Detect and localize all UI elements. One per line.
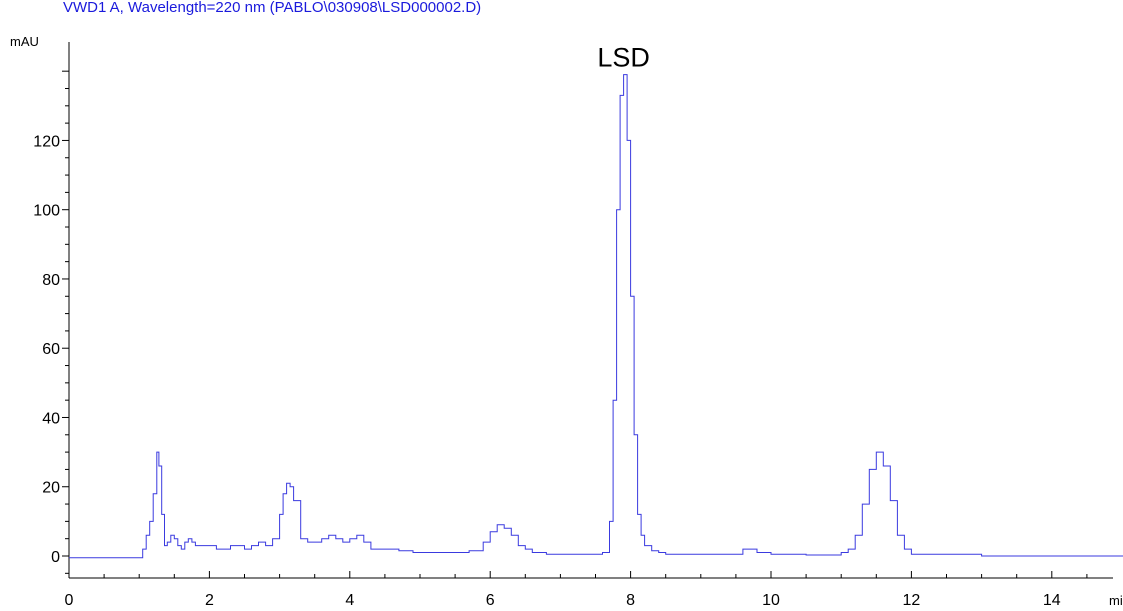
chart-axes xyxy=(68,42,1113,579)
y-tick-label: 80 xyxy=(42,272,60,289)
plot-area xyxy=(69,74,1123,559)
x-tick-label: 10 xyxy=(762,592,780,609)
y-axis-unit-label: mAU xyxy=(10,34,39,49)
x-tick-label: 4 xyxy=(345,592,354,609)
x-tick-label: 12 xyxy=(903,592,921,609)
y-tick-label: 120 xyxy=(33,133,60,150)
x-tick-label: 0 xyxy=(65,592,74,609)
x-tick-label: 14 xyxy=(1043,592,1061,609)
chart-title: VWD1 A, Wavelength=220 nm (PABLO\030908\… xyxy=(63,0,481,16)
y-tick-label: 60 xyxy=(42,341,60,358)
y-tick-label: 40 xyxy=(42,410,60,427)
x-tick-label: 8 xyxy=(626,592,635,609)
x-axis-unit-label: min xyxy=(1109,593,1123,608)
y-tick-label: 0 xyxy=(51,549,60,566)
x-tick-label: 2 xyxy=(205,592,214,609)
y-tick-label: 20 xyxy=(42,480,60,497)
peak-annotation-label: LSD xyxy=(597,43,650,73)
tick-marks xyxy=(62,70,1088,578)
tick-labels: 0 20 40 60 80 100 120 0 2 4 6 8 10 12 14 xyxy=(33,133,1061,609)
x-tick-label: 6 xyxy=(486,592,495,609)
annotations: LSD xyxy=(597,43,650,73)
y-tick-label: 100 xyxy=(33,203,60,220)
signal-trace-1 xyxy=(69,74,1123,559)
